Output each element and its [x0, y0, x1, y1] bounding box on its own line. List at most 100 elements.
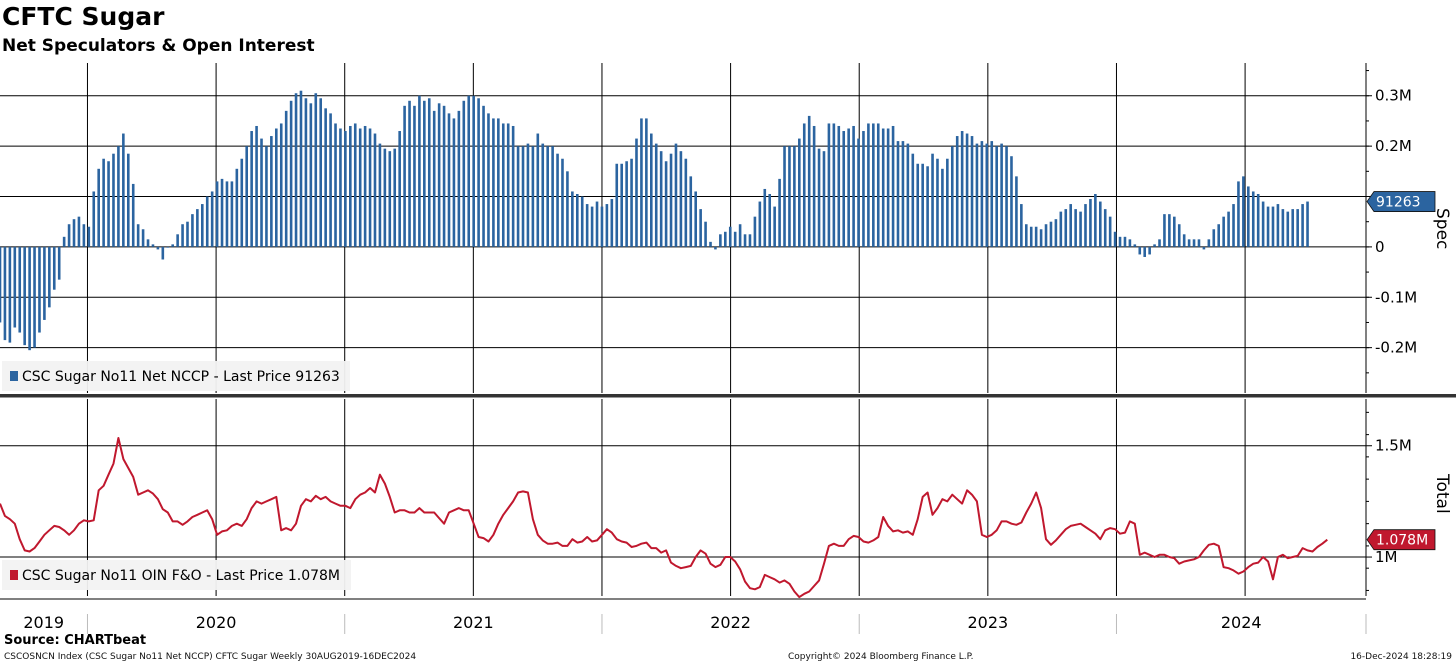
spec-bar [990, 141, 994, 247]
spec-bar [289, 100, 293, 247]
spec-bar [279, 123, 283, 247]
spec-bar [427, 98, 431, 247]
spec-bar [1089, 199, 1092, 247]
spec-bar [1044, 224, 1048, 247]
x-year-label: 2020 [196, 613, 237, 632]
spec-bar [857, 138, 860, 247]
spec-bar [783, 146, 786, 247]
spec-bar [876, 123, 880, 247]
spec-bar [1005, 146, 1008, 247]
spec-bar [467, 95, 471, 247]
spec-bar [378, 143, 382, 247]
spec-bar [447, 113, 451, 247]
spec-bar [161, 246, 165, 260]
spec-bar [916, 163, 920, 247]
spec-bar [758, 201, 762, 247]
total-last-value-badge: 1.078M [1366, 529, 1436, 551]
spec-bar [980, 141, 984, 247]
spec-bar [1133, 244, 1137, 247]
spec-bar [669, 153, 673, 247]
spec-bar [1261, 201, 1265, 247]
spec-bar [1291, 209, 1295, 247]
spec-bar [704, 221, 707, 247]
spec-bar [1197, 239, 1201, 247]
spec-bar [1069, 204, 1072, 247]
spec-bar [319, 98, 323, 247]
spec-y-tick-label: -0.2M [1375, 339, 1417, 357]
spec-bar [349, 125, 352, 247]
spec-bar [1163, 214, 1166, 247]
spec-bar [1148, 246, 1151, 255]
spec-bar [872, 123, 875, 247]
spec-bar [585, 204, 589, 247]
spec-bar [955, 136, 959, 247]
spec-bar [393, 148, 397, 247]
spec-bar [18, 246, 22, 333]
spec-legend-text: CSC Sugar No11 Net NCCP - Last Price 912… [22, 369, 340, 385]
spec-bar [936, 158, 939, 247]
spec-bar [1217, 224, 1221, 247]
spec-bar [117, 146, 120, 247]
spec-bar [151, 244, 155, 247]
spec-bar [950, 146, 954, 247]
spec-bar [561, 158, 564, 247]
spec-bar [191, 214, 194, 247]
spec-bar [1232, 204, 1235, 247]
total-axis-title: Total [1432, 473, 1452, 514]
total-series-line [0, 437, 1328, 599]
spec-bar [556, 153, 559, 247]
spec-bar [763, 188, 767, 247]
spec-bar [462, 100, 466, 247]
spec-bar [699, 209, 702, 247]
spec-bar [852, 125, 855, 247]
spec-bar [926, 166, 929, 247]
spec-bar [674, 143, 678, 247]
spec-bar [965, 133, 969, 247]
spec-bar [605, 204, 609, 247]
spec-bar [1084, 204, 1087, 247]
spec-bar [793, 146, 796, 247]
spec-bar [373, 133, 377, 247]
spec-bar [225, 181, 229, 247]
spec-bar [92, 191, 96, 247]
footer-copyright: Copyright© 2024 Bloomberg Finance L.P. [788, 652, 974, 662]
spec-bar [1256, 193, 1260, 247]
spec-bar [284, 110, 288, 247]
spec-bar [215, 181, 219, 247]
spec-bar [1212, 229, 1216, 247]
x-year-label: 2021 [453, 613, 494, 632]
spec-bar [442, 105, 446, 247]
spec-bar [205, 196, 209, 247]
spec-last-value-badge-text: 91263 [1376, 195, 1421, 211]
spec-bar [650, 133, 653, 247]
spec-bar [526, 143, 530, 247]
spec-bar [67, 224, 71, 247]
spec-bar [1187, 239, 1191, 247]
spec-bar [694, 191, 697, 247]
spec-bar [1020, 204, 1023, 247]
spec-bar [1276, 204, 1280, 247]
spec-bar [1000, 143, 1003, 247]
spec-bar [176, 234, 179, 247]
spec-bar [77, 216, 81, 247]
spec-bar [743, 234, 747, 247]
spec-bar [363, 125, 367, 247]
spec-bar [1099, 201, 1102, 247]
spec-bar [1173, 216, 1176, 247]
total-legend-text: CSC Sugar No11 OIN F&O - Last Price 1.07… [22, 568, 340, 584]
bottom-panel-grid [0, 399, 1366, 596]
spec-bar [575, 193, 579, 247]
spec-bar [1103, 209, 1107, 247]
spec-bar [1034, 226, 1038, 247]
spec-bar [566, 171, 569, 247]
x-year-label: 2022 [710, 613, 751, 632]
spec-bar [383, 148, 387, 247]
spec-bar [472, 95, 475, 247]
spec-bar [1029, 226, 1033, 247]
spec-bar [531, 146, 535, 247]
spec-bar [1177, 224, 1181, 247]
panel-divider [0, 394, 1456, 398]
spec-bar [418, 95, 421, 247]
spec-bar [753, 216, 757, 247]
spec-bar [353, 123, 357, 247]
